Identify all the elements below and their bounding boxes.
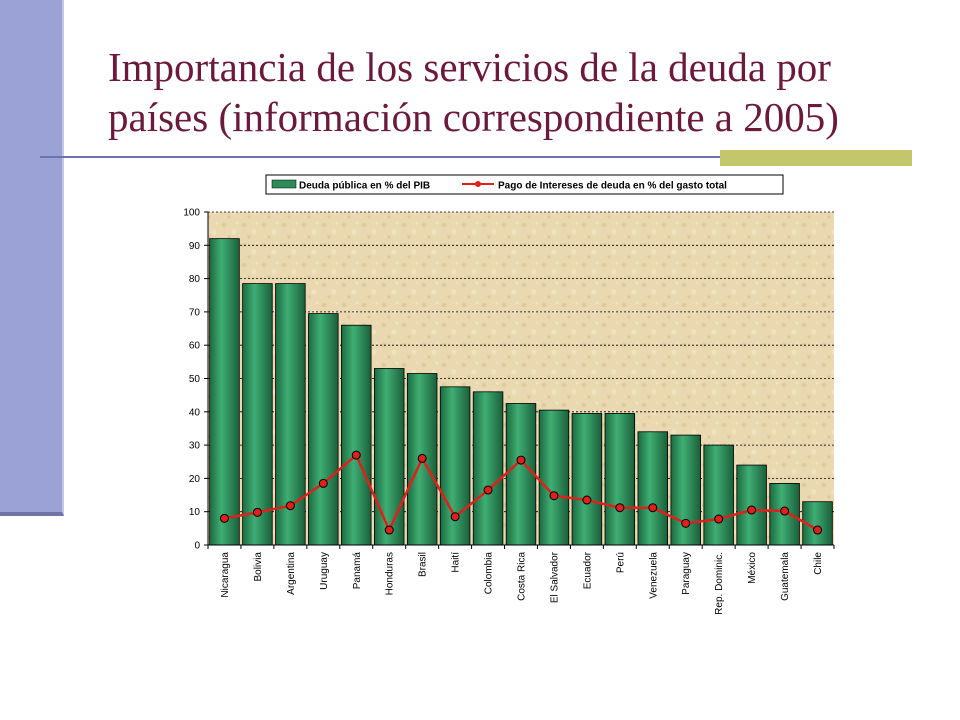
x-tick-label: Costa Rica bbox=[517, 552, 528, 601]
line-point bbox=[417, 453, 427, 463]
x-tick-label: Haití bbox=[451, 552, 462, 573]
title-accent-bar bbox=[720, 150, 912, 166]
y-tick-label: 10 bbox=[189, 507, 201, 518]
x-tick-label: Chile bbox=[813, 552, 824, 575]
x-tick-label: Honduras bbox=[385, 552, 396, 595]
x-tick-label: Brasil bbox=[418, 552, 429, 577]
x-tick-label: Venezuela bbox=[648, 552, 659, 599]
bar bbox=[373, 368, 405, 546]
legend-bar-swatch bbox=[271, 179, 297, 189]
legend-series-1-label: Deuda pública en % del PIB bbox=[299, 181, 430, 192]
legend-line-marker bbox=[475, 181, 481, 187]
y-tick-label: 0 bbox=[194, 541, 200, 552]
axes bbox=[204, 211, 835, 549]
line-point bbox=[384, 525, 394, 535]
bar bbox=[571, 413, 603, 546]
x-tick-label: Perú bbox=[615, 552, 626, 573]
x-tick-label: El Salvador bbox=[549, 551, 560, 603]
bar bbox=[670, 434, 701, 546]
bar bbox=[736, 464, 767, 546]
bar bbox=[637, 431, 669, 546]
line-point bbox=[318, 478, 328, 488]
x-tick-label: Rep. Dominic. bbox=[714, 552, 725, 615]
line-point bbox=[714, 514, 724, 524]
line-point bbox=[747, 505, 757, 515]
line-point bbox=[549, 491, 559, 501]
bar bbox=[439, 386, 471, 546]
x-tick-label: Paraguay bbox=[681, 552, 692, 595]
legend-box bbox=[265, 174, 784, 195]
line-point bbox=[351, 450, 361, 460]
bar bbox=[703, 444, 734, 546]
line-point bbox=[483, 485, 493, 495]
y-tick-label: 90 bbox=[189, 241, 201, 252]
y-tick-labels: 0 10 20 30 40 50 60 70 80 90 100 bbox=[183, 208, 200, 552]
y-tick-label: 30 bbox=[189, 441, 201, 452]
x-tick-label: Bolivia bbox=[253, 552, 264, 582]
slide-left-accent-bar bbox=[0, 0, 64, 516]
bar bbox=[472, 391, 504, 546]
bar bbox=[209, 238, 240, 546]
x-tick-label: Nicaragua bbox=[220, 552, 231, 598]
slide-title: Importancia de los servicios de la deuda… bbox=[108, 42, 928, 142]
bar bbox=[505, 403, 537, 546]
x-tick-label: Guatemala bbox=[780, 552, 791, 601]
y-tick-label: 80 bbox=[189, 274, 201, 285]
line-point bbox=[813, 525, 823, 535]
bar bbox=[341, 324, 372, 546]
y-tick-label: 70 bbox=[189, 307, 201, 318]
y-tick-label: 60 bbox=[189, 341, 201, 352]
line-point bbox=[219, 513, 229, 523]
line-series bbox=[219, 450, 823, 535]
bar-series bbox=[209, 238, 833, 546]
x-tick-label: Uruguay bbox=[319, 552, 330, 590]
y-tick-label: 40 bbox=[189, 407, 201, 418]
x-tick-labels: Nicaragua Bolivia Argentina Uruguay Panamá Ho… bbox=[220, 551, 824, 614]
line-point bbox=[648, 503, 658, 513]
line-point bbox=[450, 512, 460, 522]
line-point bbox=[582, 495, 592, 505]
y-tick-label: 50 bbox=[189, 374, 201, 385]
x-tick-label: Argentina bbox=[286, 552, 297, 595]
line-point bbox=[516, 455, 526, 465]
x-tick-label: Panamá bbox=[352, 552, 363, 590]
chart-legend: Deuda pública en % del PIB Pago de Inter… bbox=[265, 174, 784, 195]
title-divider-line bbox=[40, 156, 912, 158]
line-point bbox=[252, 507, 262, 517]
bar bbox=[538, 409, 570, 546]
bar bbox=[604, 413, 636, 546]
line-point bbox=[780, 506, 790, 516]
bar bbox=[308, 313, 339, 546]
x-tick-label: México bbox=[747, 552, 758, 584]
y-tick-label: 100 bbox=[183, 208, 200, 219]
y-tick-label: 20 bbox=[189, 474, 201, 485]
slide-title-line2: países (información correspondiente a 20… bbox=[108, 94, 839, 140]
x-tick-label: Colombia bbox=[484, 552, 495, 595]
slide-title-line1: Importancia de los servicios de la deuda… bbox=[108, 44, 831, 90]
x-tick-label: Ecuador bbox=[582, 551, 593, 589]
bar bbox=[242, 283, 273, 546]
line-point bbox=[285, 501, 295, 511]
line-point bbox=[615, 503, 625, 513]
line-point bbox=[681, 518, 691, 528]
legend-series-2-label: Pago de Intereses de deuda en % del gast… bbox=[498, 181, 727, 192]
